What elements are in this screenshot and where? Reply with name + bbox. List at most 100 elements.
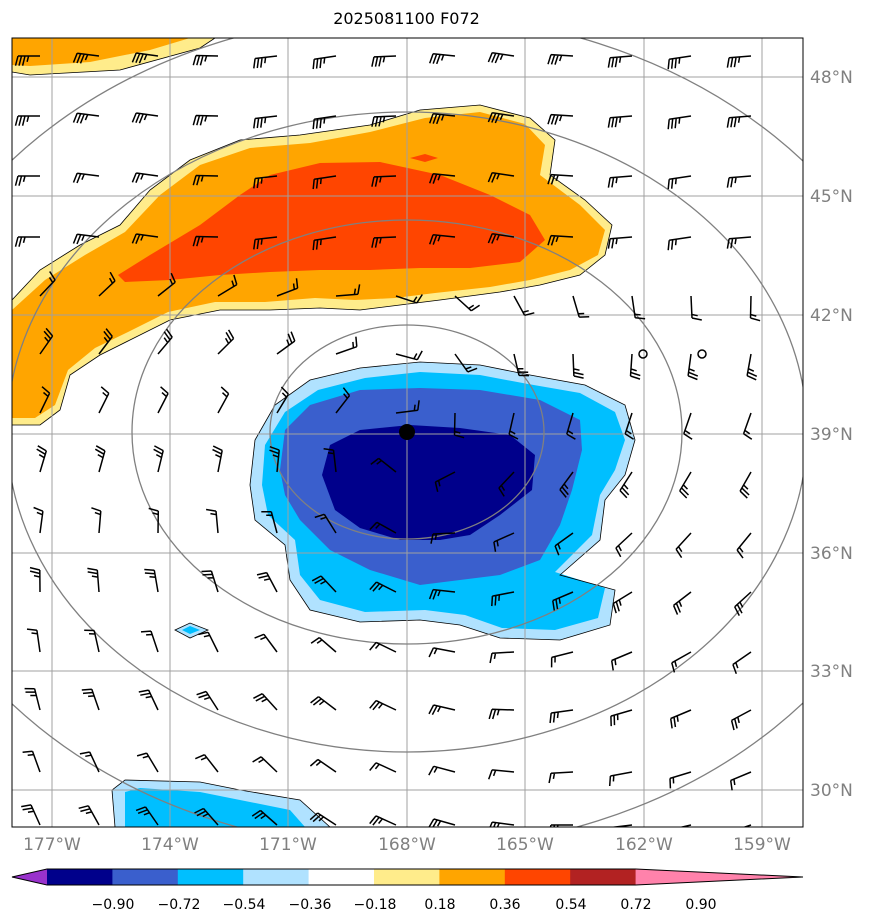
wind-barb: [205, 508, 219, 534]
colorbar-outline: [11, 868, 804, 886]
wind-barb: [607, 175, 633, 188]
wind-barb: [94, 445, 106, 473]
wind-barb: [335, 387, 351, 414]
wind-barb: [631, 295, 646, 320]
lon-label: 174°W: [141, 835, 199, 855]
wind-barb: [572, 295, 590, 318]
wind-barb: [157, 386, 169, 414]
lat-label: 36°N: [810, 544, 853, 564]
calm-wind-marker: [638, 349, 648, 359]
wind-barb: [269, 445, 280, 473]
wind-barb: [488, 708, 515, 720]
colorbar-tick: −0.18: [354, 897, 397, 913]
wind-barb: [513, 353, 530, 377]
colorbar-segment: [570, 869, 637, 885]
wind-barb: [687, 353, 699, 381]
wind-barb: [667, 55, 692, 70]
colorbar-segment: [504, 869, 571, 885]
lon-label: 171°W: [259, 835, 317, 855]
wind-barb: [428, 765, 456, 776]
wind-barb: [607, 236, 633, 249]
wind-barb: [310, 636, 337, 653]
lat-label: 42°N: [810, 306, 853, 326]
lon-label: 168°W: [378, 835, 436, 855]
colorbar-tick: 0.18: [424, 897, 455, 913]
colorbar-extend-low: [12, 869, 47, 885]
wind-barb: [679, 471, 692, 499]
wind-barb: [566, 412, 576, 440]
positive-anomaly-strip-core: [12, 38, 190, 66]
wind-barb: [311, 575, 337, 593]
lat-label: 39°N: [810, 425, 853, 445]
wind-barb: [254, 633, 278, 653]
negative-anomaly-core: [322, 425, 535, 540]
wind-barb: [14, 175, 40, 186]
wind-barb: [24, 687, 41, 711]
wind-barb: [253, 55, 278, 69]
colorbar-tick: 0.54: [555, 897, 586, 913]
wind-barb: [369, 581, 397, 593]
wind-barb: [98, 386, 110, 414]
wind-barb: [547, 113, 574, 125]
wind-barb: [371, 55, 397, 67]
wind-barb: [739, 471, 752, 499]
wind-barb: [369, 815, 397, 826]
wind-barb: [256, 571, 278, 593]
positive-band-core: [118, 162, 545, 282]
wind-barb: [131, 52, 159, 64]
wind-barb: [572, 353, 584, 379]
wind-barb: [629, 353, 641, 380]
wind-barb: [608, 771, 633, 787]
wind-barb: [487, 111, 515, 124]
wind-barb: [14, 236, 40, 247]
wind-barb: [87, 567, 100, 593]
wind-barb: [157, 328, 173, 355]
wind-barb: [726, 236, 752, 249]
wind-barb: [508, 412, 519, 440]
wind-barb: [72, 52, 100, 64]
wind-barb: [370, 457, 397, 473]
wind-barb: [513, 295, 535, 317]
wind-barb: [671, 651, 692, 673]
wind-barb: [136, 752, 159, 773]
wind-barb: [371, 175, 397, 187]
wind-barb: [549, 709, 574, 724]
wind-barb: [610, 709, 633, 727]
wind-barb: [732, 651, 752, 675]
colorbar-segment: [374, 869, 440, 885]
positive-band-speck: [410, 154, 438, 162]
wind-barb: [153, 445, 164, 473]
wind-barb: [217, 329, 235, 355]
wind-barb: [39, 327, 54, 355]
wind-barb: [131, 233, 159, 244]
wind-barb: [371, 115, 397, 127]
colorbar-segment: [177, 869, 244, 885]
wind-barb: [140, 630, 159, 653]
wind-barb: [550, 651, 574, 668]
wind-barb: [14, 55, 40, 66]
latitude-labels: 48°N 45°N 42°N 39°N 36°N 33°N 30°N: [810, 68, 853, 801]
wind-barb: [253, 175, 278, 189]
wind-barb: [309, 812, 337, 826]
calm-wind-marker: [697, 349, 707, 359]
colorbar-segment: [308, 869, 375, 885]
wind-barb: [369, 521, 397, 534]
wind-barb: [138, 689, 159, 711]
wind-barb: [428, 234, 456, 245]
wind-barb: [428, 173, 456, 184]
lat-label: 30°N: [810, 781, 853, 801]
wind-barb: [493, 532, 515, 552]
wind-barb: [487, 769, 515, 780]
wind-barb: [144, 568, 159, 593]
wind-barb: [726, 115, 752, 128]
wind-barb: [428, 818, 456, 827]
lon-label: 162°W: [615, 835, 673, 855]
wind-barb: [607, 115, 633, 128]
wind-barb: [428, 113, 456, 125]
wind-barb: [253, 236, 278, 250]
wind-barb: [335, 336, 358, 355]
wind-barb: [369, 699, 397, 711]
wind-barb: [29, 566, 41, 593]
wind-barb: [310, 696, 337, 711]
wind-barb: [309, 758, 337, 773]
